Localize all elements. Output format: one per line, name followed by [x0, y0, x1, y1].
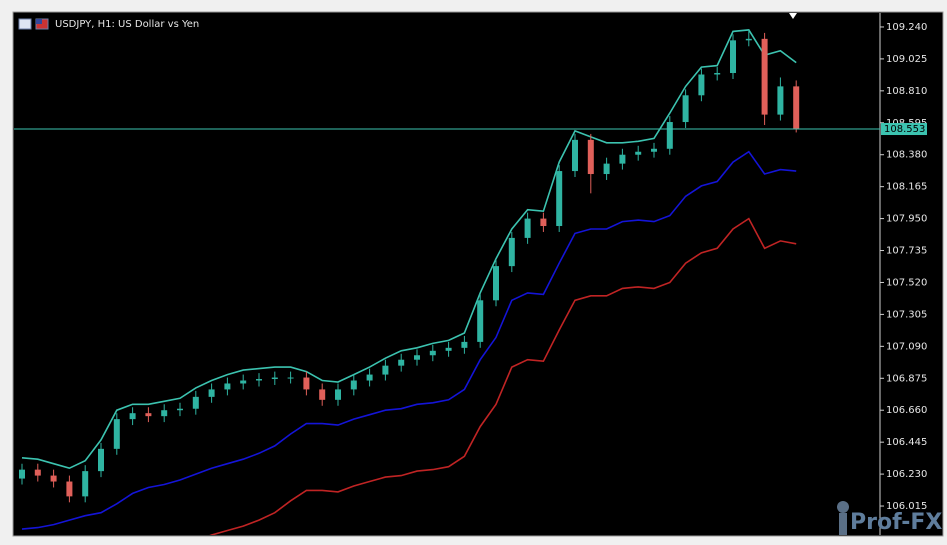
watermark-logo: [837, 501, 849, 535]
price-label-bg: [881, 123, 927, 136]
band-line: [21, 29, 797, 470]
plot-area: [14, 29, 880, 535]
candle-body: [208, 389, 215, 397]
candle-body: [682, 95, 689, 123]
candle-body: [319, 389, 326, 400]
candle-body: [635, 151, 642, 155]
candle-body: [240, 380, 247, 384]
candle-body: [192, 396, 199, 409]
candle-body: [82, 471, 89, 497]
candle-body: [34, 469, 41, 476]
candle-body: [224, 383, 231, 390]
chart-background: [12, 11, 944, 537]
candle-body: [572, 139, 578, 172]
candle-body: [445, 347, 452, 351]
candle-body: [145, 413, 152, 417]
symbol-icons: [18, 18, 49, 30]
candle-body: [714, 73, 721, 75]
y-tick-label: 108.380: [886, 150, 927, 161]
candle-body: [19, 469, 25, 479]
candle-body: [382, 365, 389, 375]
candle-body: [745, 38, 752, 41]
candle-body: [271, 377, 278, 380]
candle-body: [587, 139, 594, 175]
candle-body: [256, 379, 262, 381]
y-tick-label: 109.025: [886, 54, 927, 65]
candle-body: [287, 377, 294, 379]
candle-body: [761, 38, 768, 115]
y-tick-label: 106.015: [886, 501, 927, 512]
y-tick-label: 106.875: [886, 373, 927, 384]
candle-body: [777, 86, 784, 115]
candle-body: [508, 237, 515, 267]
candle-body: [556, 171, 563, 227]
y-tick-label: 107.090: [886, 341, 927, 352]
y-tick-label: 108.810: [886, 86, 927, 97]
watermark: Prof-FX: [850, 510, 942, 535]
candle-body: [540, 218, 547, 227]
candle-body: [698, 74, 705, 96]
band-line: [21, 150, 797, 530]
candle-body: [113, 419, 120, 449]
candle-body: [619, 154, 626, 164]
candle-body: [477, 300, 484, 342]
candle-body: [98, 448, 104, 472]
candle-body: [603, 163, 610, 175]
candle-body: [793, 86, 800, 130]
candle-body: [730, 40, 736, 74]
y-tick-label: 107.305: [886, 309, 927, 320]
candle-body: [414, 355, 420, 360]
candle-body: [666, 122, 673, 149]
candle-body: [429, 350, 436, 356]
y-tick-label: 108.165: [886, 182, 927, 193]
price-label: 108.553: [884, 124, 925, 135]
y-tick-label: 107.520: [886, 277, 927, 288]
candle-body: [350, 380, 357, 390]
candle-body: [50, 475, 57, 482]
candle-body: [303, 377, 310, 390]
candle-body: [651, 148, 657, 152]
candle-body: [398, 359, 405, 366]
y-tick-label: 107.950: [886, 214, 927, 225]
candle-body: [335, 389, 341, 400]
candle-body: [366, 374, 373, 381]
y-tick-label: 107.735: [886, 246, 927, 257]
shift-marker: [789, 13, 797, 19]
chart-title: USDJPY, H1: US Dollar vs Yen: [55, 19, 199, 30]
y-tick-label: 106.660: [886, 405, 927, 416]
candle-body: [461, 341, 468, 348]
candle-body: [66, 481, 73, 497]
candle-body: [177, 408, 183, 411]
y-tick-label: 106.445: [886, 437, 927, 448]
y-tick-label: 109.240: [886, 22, 927, 33]
candle-body: [524, 218, 531, 238]
candle-body: [493, 266, 499, 301]
candle-body: [161, 410, 168, 417]
candle-body: [129, 413, 136, 420]
y-tick-label: 106.230: [886, 469, 927, 480]
band-line: [209, 217, 797, 535]
